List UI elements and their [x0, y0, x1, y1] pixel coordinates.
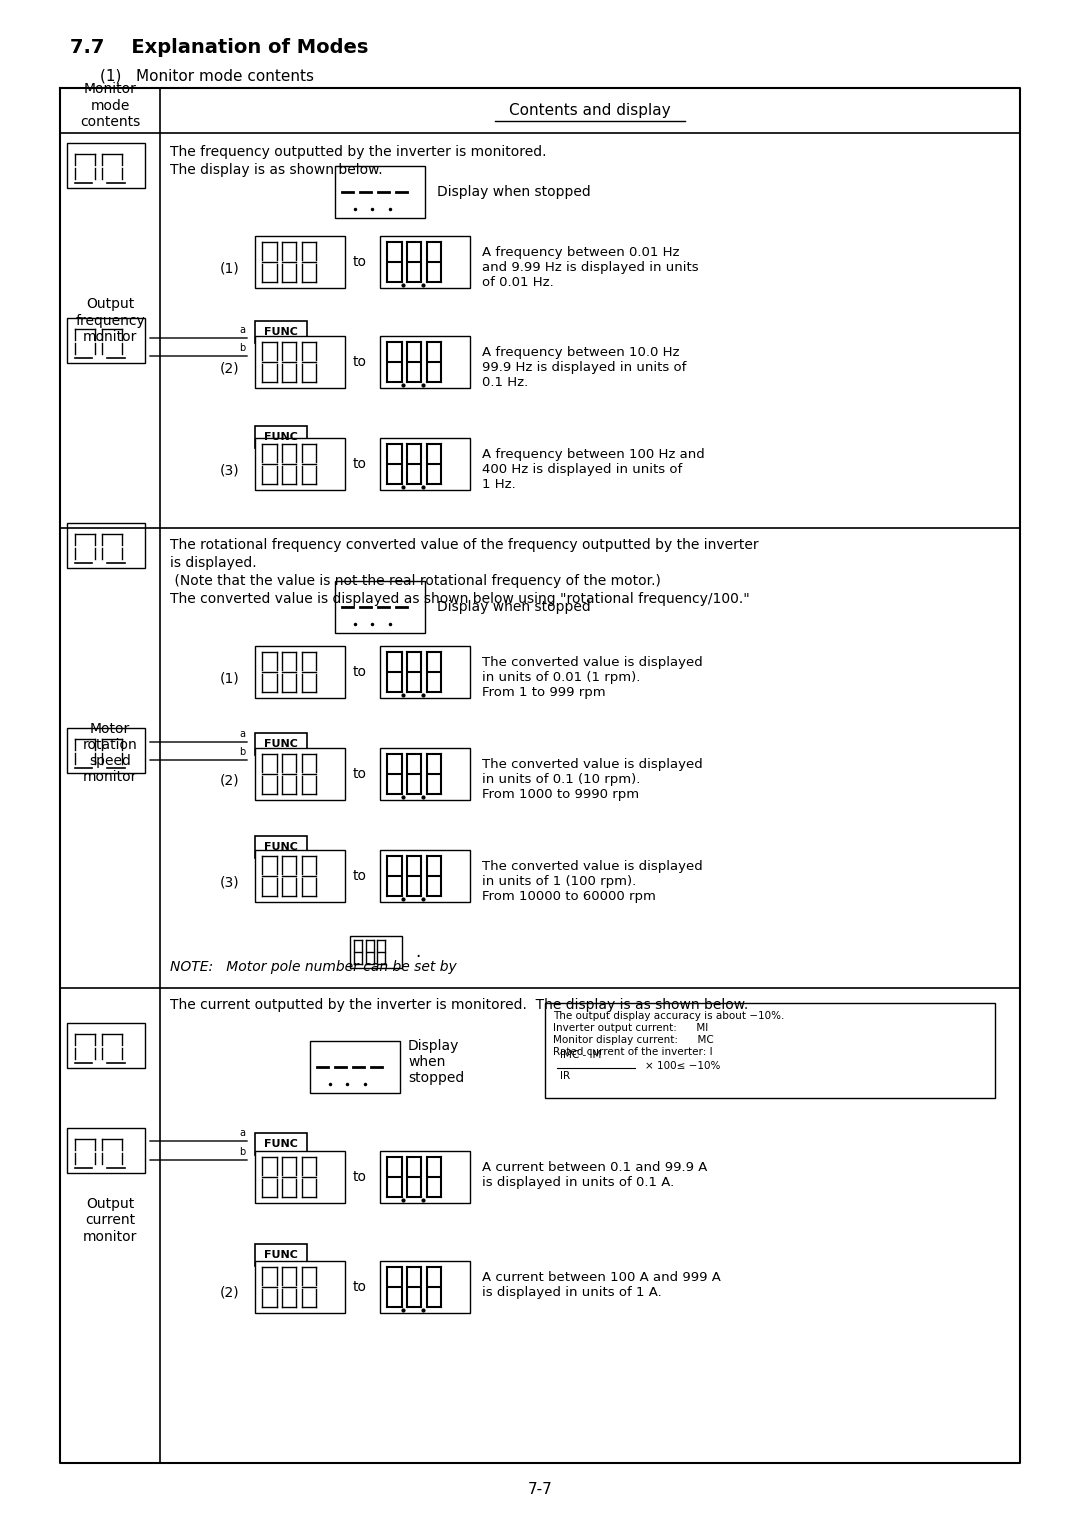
Text: (1): (1)	[220, 671, 240, 685]
Text: to: to	[353, 767, 367, 781]
Text: FUNC: FUNC	[265, 1138, 298, 1149]
Text: The converted value is displayed
in units of 1 (100 rpm).
From 10000 to 60000 rp: The converted value is displayed in unit…	[482, 860, 703, 903]
Bar	[255, 336, 345, 388]
Bar	[335, 167, 426, 219]
Text: Output
current
monitor: Output current monitor	[83, 1198, 137, 1244]
Text: The converted value is displayed as shown below using "rotational frequency/100.: The converted value is displayed as show…	[170, 591, 750, 607]
Text: b: b	[239, 1148, 245, 1157]
Bar	[380, 1151, 470, 1203]
Text: (2): (2)	[220, 1287, 240, 1300]
Text: Display
when
stopped: Display when stopped	[408, 1039, 464, 1085]
Bar	[255, 1244, 307, 1267]
Bar	[380, 439, 470, 490]
Bar	[255, 1132, 307, 1155]
Text: The converted value is displayed
in units of 0.1 (10 rpm).
From 1000 to 9990 rpm: The converted value is displayed in unit…	[482, 758, 703, 801]
Text: 7-7: 7-7	[528, 1482, 552, 1497]
Bar	[255, 850, 345, 902]
Text: a: a	[239, 729, 245, 740]
Text: a: a	[239, 1128, 245, 1138]
Bar	[255, 646, 345, 698]
Text: (1)   Monitor mode contents: (1) Monitor mode contents	[100, 69, 314, 83]
Bar	[380, 235, 470, 287]
Text: The display is as shown below.: The display is as shown below.	[170, 163, 382, 177]
Text: Contents and display: Contents and display	[509, 102, 671, 118]
Bar	[380, 646, 470, 698]
Bar	[255, 733, 307, 755]
Bar	[67, 1128, 145, 1174]
Bar	[255, 235, 345, 287]
Text: The frequency outputted by the inverter is monitored.: The frequency outputted by the inverter …	[170, 145, 546, 159]
Bar	[255, 749, 345, 801]
Text: to: to	[353, 354, 367, 368]
Bar	[67, 318, 145, 364]
Text: is displayed.: is displayed.	[170, 556, 257, 570]
Text: 7.7    Explanation of Modes: 7.7 Explanation of Modes	[70, 38, 368, 57]
Text: A frequency between 10.0 Hz
99.9 Hz is displayed in units of
0.1 Hz.: A frequency between 10.0 Hz 99.9 Hz is d…	[482, 347, 687, 390]
Text: IMC - IM: IMC - IM	[561, 1050, 602, 1060]
Bar	[67, 523, 145, 568]
Text: to: to	[353, 1170, 367, 1184]
Bar	[255, 426, 307, 448]
Bar	[255, 321, 307, 342]
Text: The output display accuracy is about −10%.: The output display accuracy is about −10…	[553, 1012, 784, 1021]
Text: A current between 100 A and 999 A
is displayed in units of 1 A.: A current between 100 A and 999 A is dis…	[482, 1271, 720, 1299]
Text: FUNC: FUNC	[265, 842, 298, 853]
Bar	[380, 850, 470, 902]
Text: (2): (2)	[220, 361, 240, 374]
Text: FUNC: FUNC	[265, 432, 298, 442]
Text: a: a	[239, 325, 245, 335]
Bar	[380, 1261, 470, 1313]
Text: Monitor
mode
contents: Monitor mode contents	[80, 83, 140, 128]
Text: (3): (3)	[220, 876, 240, 889]
Bar	[380, 336, 470, 388]
Text: to: to	[353, 255, 367, 269]
Text: to: to	[353, 1280, 367, 1294]
Text: × 100≤ −10%: × 100≤ −10%	[645, 1060, 720, 1071]
Bar	[255, 439, 345, 490]
Text: The current outputted by the inverter is monitored.  The display is as shown bel: The current outputted by the inverter is…	[170, 998, 748, 1012]
Text: The rotational frequency converted value of the frequency outputted by the inver: The rotational frequency converted value…	[170, 538, 758, 552]
Text: Output
frequency
monitor: Output frequency monitor	[76, 298, 145, 344]
Text: Monitor display current:      MC: Monitor display current: MC	[553, 1034, 714, 1045]
Text: (3): (3)	[220, 463, 240, 477]
Text: FUNC: FUNC	[265, 740, 298, 749]
Text: IR: IR	[561, 1071, 570, 1080]
Bar	[67, 727, 145, 773]
Bar	[310, 1041, 400, 1093]
Text: Inverter output current:      MI: Inverter output current: MI	[553, 1024, 708, 1033]
Text: to: to	[353, 457, 367, 471]
Text: A frequency between 100 Hz and
400 Hz is displayed in units of
1 Hz.: A frequency between 100 Hz and 400 Hz is…	[482, 448, 705, 492]
Text: b: b	[239, 342, 245, 353]
Bar	[255, 1261, 345, 1313]
Bar	[545, 1002, 995, 1099]
Text: FUNC: FUNC	[265, 1250, 298, 1261]
Bar	[380, 749, 470, 801]
Text: to: to	[353, 665, 367, 678]
Text: Rated current of the inverter: I: Rated current of the inverter: I	[553, 1047, 713, 1057]
Text: Motor
rotation
speed
monitor: Motor rotation speed monitor	[83, 721, 137, 784]
Bar	[67, 1024, 145, 1068]
Text: .: .	[415, 943, 420, 961]
Text: to: to	[353, 869, 367, 883]
Text: A current between 0.1 and 99.9 A
is displayed in units of 0.1 A.: A current between 0.1 and 99.9 A is disp…	[482, 1161, 707, 1189]
Text: Display when stopped: Display when stopped	[437, 601, 591, 614]
Text: (Note that the value is not the real rotational frequency of the motor.): (Note that the value is not the real rot…	[170, 575, 661, 588]
Text: (1): (1)	[220, 261, 240, 275]
Text: b: b	[239, 747, 245, 756]
Text: Display when stopped: Display when stopped	[437, 185, 591, 199]
Text: FUNC: FUNC	[265, 327, 298, 338]
Bar	[350, 937, 402, 969]
Bar	[255, 836, 307, 859]
Bar	[335, 581, 426, 633]
Text: (2): (2)	[220, 773, 240, 787]
Text: The converted value is displayed
in units of 0.01 (1 rpm).
From 1 to 999 rpm: The converted value is displayed in unit…	[482, 657, 703, 700]
Text: A frequency between 0.01 Hz
and 9.99 Hz is displayed in units
of 0.01 Hz.: A frequency between 0.01 Hz and 9.99 Hz …	[482, 246, 699, 289]
Text: NOTE:   Motor pole number can be set by: NOTE: Motor pole number can be set by	[170, 960, 457, 973]
Bar	[255, 1151, 345, 1203]
Bar	[67, 144, 145, 188]
